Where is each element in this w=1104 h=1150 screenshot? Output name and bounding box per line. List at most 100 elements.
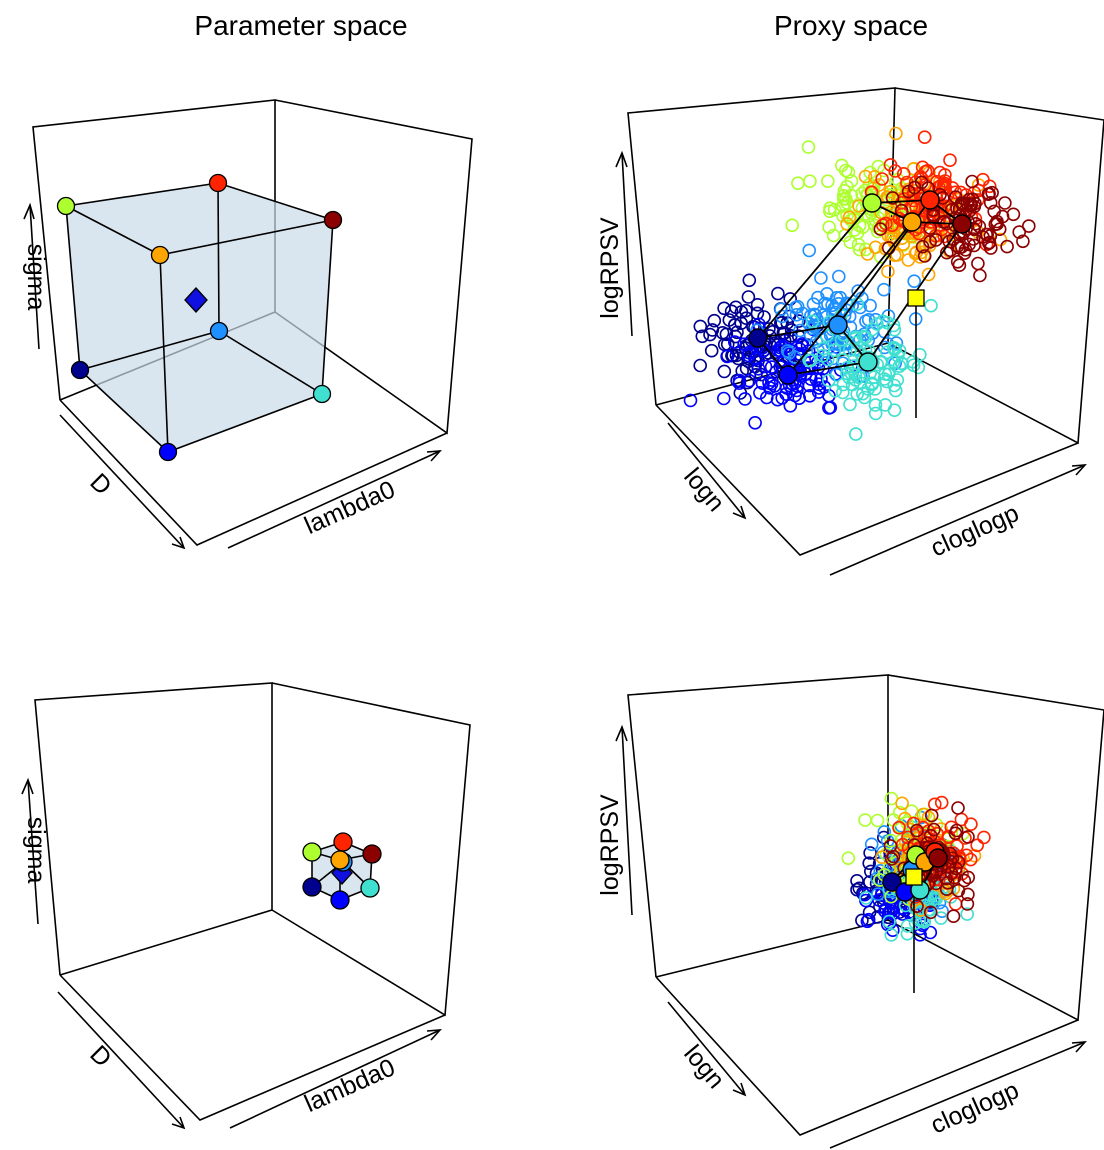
proxy-point [841, 165, 856, 179]
proxy-point [895, 796, 909, 811]
proxy-point [833, 290, 848, 305]
proxy-point [742, 373, 757, 388]
proxy-point [863, 165, 878, 180]
proxy-point [868, 240, 883, 255]
axis-label-lambda0: lambda0 [300, 1053, 399, 1118]
proxy-point [803, 174, 817, 188]
design-point [748, 328, 768, 348]
proxy-point [859, 891, 873, 905]
proxy-point [739, 311, 754, 326]
proxy-point [728, 329, 743, 344]
proxy-point [890, 248, 905, 262]
proxy-point [717, 364, 732, 379]
proxy-point [829, 290, 844, 305]
proxy-point [750, 297, 765, 312]
proxy-point [888, 383, 903, 398]
proxy-point [923, 235, 938, 249]
proxy-point [896, 167, 911, 181]
design-face [66, 183, 333, 255]
logn-axis-arrow [667, 1001, 747, 1097]
d-axis-arrow [57, 991, 186, 1130]
proxy-point [683, 393, 698, 408]
design-cube-top [56, 173, 343, 462]
proxy-point [949, 861, 963, 876]
proxy-point [848, 427, 863, 441]
proxy-point [738, 392, 752, 406]
proxy-point [785, 218, 800, 233]
proxy-point [716, 391, 731, 406]
proxy-point [840, 360, 855, 375]
proxy-point [970, 838, 985, 853]
proxy-point [907, 274, 922, 289]
proxy-point [967, 848, 982, 863]
proxy-point [822, 220, 836, 234]
proxy-point [937, 229, 952, 244]
proxy-point [954, 812, 969, 827]
proxy-point [888, 164, 903, 178]
design-point [828, 315, 848, 335]
proxy-point [759, 390, 774, 405]
panel-proxy-top: logRPSV logn cloglogp [596, 87, 1104, 576]
proxy-point [751, 361, 766, 376]
proxy-point [923, 828, 938, 843]
axis-label-d: D [84, 468, 117, 501]
proxy-point [939, 871, 953, 886]
axis-label-logrpsv: logRPSV [596, 794, 624, 896]
design-point [952, 214, 972, 234]
proxy-point [852, 370, 866, 385]
box-back-edges [627, 87, 896, 406]
design-edge [167, 393, 323, 453]
proxy-point [838, 192, 853, 206]
design-edge [787, 221, 913, 376]
proxy-point [883, 839, 898, 853]
proxy-point [878, 398, 893, 412]
proxy-point [901, 253, 916, 267]
axis-label-logn: logn [678, 463, 730, 517]
proxy-point [1006, 207, 1021, 222]
proxy-point [802, 388, 817, 403]
proxy-point [912, 347, 927, 362]
proxy-point [858, 330, 873, 345]
proxy-point [720, 349, 734, 364]
proxy-point [825, 351, 840, 366]
proxy-point [966, 232, 981, 246]
sigma-axis-arrow [21, 777, 39, 925]
cloglogp-axis-arrow [829, 464, 1087, 576]
proxy-point [788, 388, 802, 403]
proxy-point [877, 282, 891, 297]
proxy-point [933, 165, 947, 180]
proxy-point [948, 826, 963, 841]
box-floor-back [655, 919, 889, 978]
proxy-point [961, 870, 976, 885]
proxy-point [791, 176, 805, 190]
proxy-point [960, 897, 975, 911]
proxy-point [946, 909, 961, 924]
title-parameter-space: Parameter space [194, 10, 407, 41]
proxy-point [804, 372, 818, 386]
proxy-point [1022, 219, 1036, 233]
design-edge [217, 182, 220, 332]
proxy-point [818, 296, 832, 311]
proxy-point [821, 373, 836, 388]
proxy-point [704, 343, 719, 358]
design-edge [757, 202, 873, 339]
proxy-point [863, 298, 877, 313]
design-edge [757, 324, 839, 339]
proxy-point [971, 256, 985, 271]
proxy-point [724, 304, 739, 319]
design-point [362, 844, 382, 864]
proxy-point [826, 228, 841, 243]
proxy-point [887, 403, 902, 418]
panel-proxy-bottom: logRPSV logn cloglogp [596, 674, 1104, 1149]
proxy-point [868, 398, 883, 412]
proxy-point [960, 196, 975, 211]
proxy-point [1012, 225, 1027, 239]
axis-label-logn: logn [678, 1040, 730, 1094]
proxy-point [860, 247, 875, 261]
proxy-point [795, 306, 810, 321]
proxy-point [774, 302, 788, 317]
design-point [330, 890, 350, 910]
proxy-point [742, 273, 757, 288]
panel-parameter-top: sigma D lambda0 [22, 99, 473, 550]
target-square [905, 868, 923, 886]
